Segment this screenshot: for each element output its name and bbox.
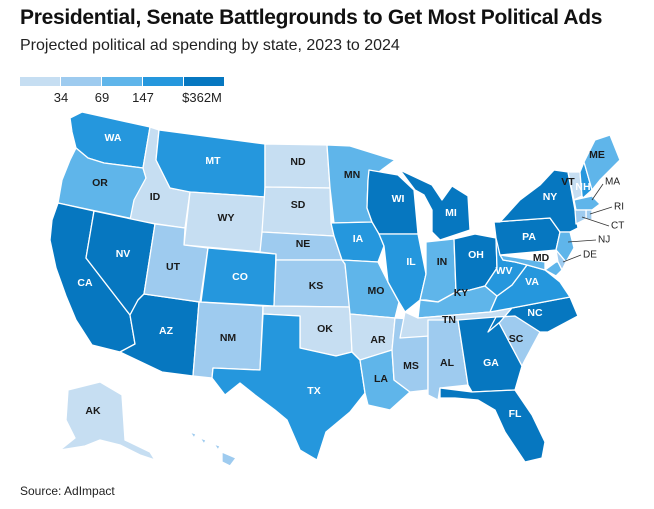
state-label-ut: UT <box>166 261 181 273</box>
state-label-ok: OK <box>317 323 333 335</box>
state-label-or: OR <box>92 177 108 189</box>
leader-line-ri <box>589 206 613 215</box>
us-state-map: WA OR CA ID NV AZ MT WY UT CO NM ND SD NE KS OK TX MN IA MO… <box>49 111 624 467</box>
state-label-sc: SC <box>509 333 524 345</box>
state-label-oh: OH <box>468 249 484 261</box>
leader-line-nj <box>567 239 597 243</box>
state-label-mn: MN <box>344 169 360 181</box>
state-label-co: CO <box>232 271 248 283</box>
legend-swatch-4 <box>184 77 224 86</box>
state-ct <box>574 209 587 225</box>
legend-label-1: 69 <box>94 90 110 105</box>
state-label-fl: FL <box>509 408 522 420</box>
state-in <box>419 238 457 303</box>
legend-swatch-3 <box>143 77 183 86</box>
legend-label-0: 34 <box>53 90 69 105</box>
state-label-nm: NM <box>220 332 237 344</box>
state-mo <box>341 259 400 319</box>
state-label-al: AL <box>440 357 455 369</box>
state-label-nd: ND <box>290 156 306 168</box>
state-fl <box>439 387 546 463</box>
state-me <box>583 134 621 191</box>
state-label-ia: IA <box>353 233 364 245</box>
state-nh <box>579 161 593 199</box>
state-label-wy: WY <box>218 212 235 224</box>
state-hi <box>189 431 237 467</box>
state-label-nc: NC <box>527 307 543 319</box>
state-label-ks: KS <box>309 280 324 292</box>
state-label-ma: MA <box>605 177 620 188</box>
state-label-az: AZ <box>159 325 174 337</box>
state-sd <box>261 186 335 237</box>
legend-label-3: $362M <box>182 90 222 105</box>
state-label-ms: MS <box>403 360 419 372</box>
state-label-pa: PA <box>522 231 536 243</box>
state-label-vt: VT <box>561 176 575 188</box>
state-label-wi: WI <box>392 193 405 205</box>
state-ak <box>59 381 156 461</box>
state-label-wv: WV <box>496 265 513 277</box>
legend-swatch-2 <box>102 77 142 86</box>
legend-label-2: 147 <box>132 90 154 105</box>
source-note: Source: AdImpact <box>20 484 115 498</box>
state-label-ne: NE <box>296 238 311 250</box>
state-label-nh: NH <box>575 181 590 193</box>
state-label-nv: NV <box>116 248 131 260</box>
state-label-me: ME <box>589 149 605 161</box>
color-legend: 34 69 147 $362M <box>20 77 225 107</box>
state-label-de: DE <box>583 250 597 261</box>
state-label-ky: KY <box>454 287 469 299</box>
leader-line-ma <box>591 183 604 201</box>
state-label-wa: WA <box>105 132 122 144</box>
state-label-ca: CA <box>77 277 93 289</box>
state-label-nj: NJ <box>598 235 610 246</box>
state-label-la: LA <box>374 373 388 385</box>
state-label-ri: RI <box>614 202 624 213</box>
state-label-md: MD <box>533 252 550 264</box>
state-label-mo: MO <box>368 285 385 297</box>
chart-title: Presidential, Senate Battlegrounds to Ge… <box>20 6 603 29</box>
state-label-sd: SD <box>291 199 306 211</box>
state-tx <box>211 313 366 461</box>
legend-swatch-1 <box>61 77 101 86</box>
state-md <box>499 254 563 277</box>
state-label-tx: TX <box>307 385 320 397</box>
state-label-mi: MI <box>445 207 457 219</box>
state-label-ak: AK <box>85 405 101 417</box>
state-label-ct: CT <box>611 221 624 232</box>
state-label-va: VA <box>525 276 539 288</box>
state-label-ny: NY <box>543 191 558 203</box>
state-label-tn: TN <box>442 314 456 326</box>
leader-line-de <box>562 254 582 263</box>
leader-line-ct <box>581 216 610 227</box>
state-label-in: IN <box>437 256 448 268</box>
chart-subtitle: Projected political ad spending by state… <box>20 37 400 54</box>
state-label-ar: AR <box>370 334 386 346</box>
state-mi <box>399 169 471 241</box>
state-label-ga: GA <box>483 357 499 369</box>
legend-swatch-0 <box>20 77 60 86</box>
state-label-id: ID <box>150 191 161 203</box>
state-label-il: IL <box>406 256 416 268</box>
state-label-mt: MT <box>205 155 221 167</box>
